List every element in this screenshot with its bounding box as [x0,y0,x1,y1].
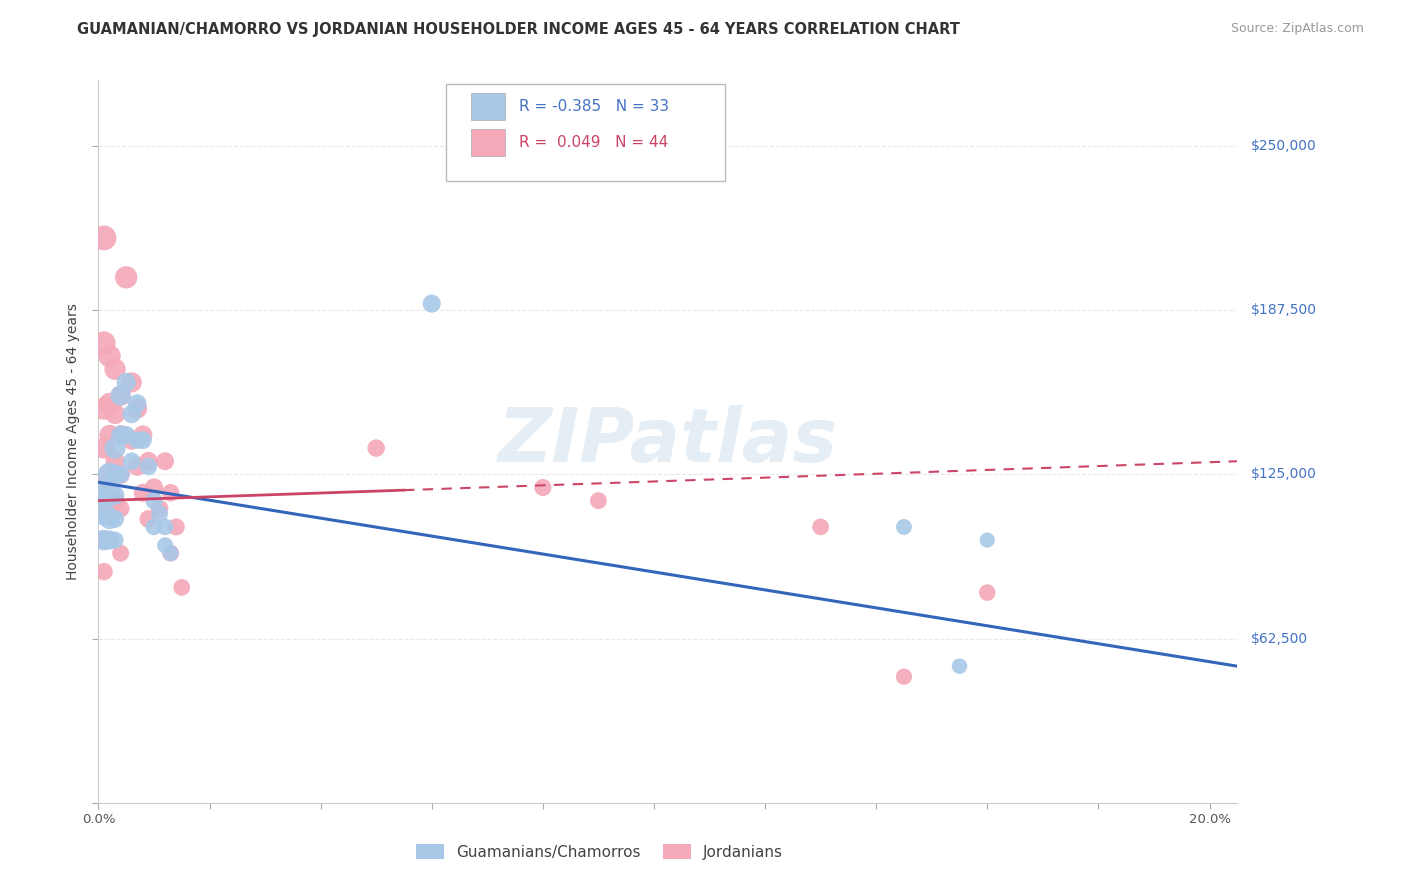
Text: $250,000: $250,000 [1251,139,1317,153]
Text: $62,500: $62,500 [1251,632,1309,646]
Point [138,512,160,526]
Text: $187,500: $187,500 [1251,303,1317,318]
Point [104,407,127,421]
Point [110,428,132,442]
Point [132,428,155,442]
Point [153,520,176,534]
Point [165,520,187,534]
Point [104,467,127,482]
Point [148,507,170,521]
Point [127,401,149,416]
Point [143,520,166,534]
Point [93,441,115,455]
Point [93,401,115,416]
Point [98,488,121,502]
Point [420,296,443,310]
Point [110,467,132,482]
Point [104,441,127,455]
FancyBboxPatch shape [446,84,725,181]
Point [143,481,166,495]
Point [104,454,127,468]
Point [93,533,115,547]
Point [366,441,388,455]
FancyBboxPatch shape [471,93,505,120]
Point [104,362,127,376]
Point [893,670,915,684]
Text: R =  0.049   N = 44: R = 0.049 N = 44 [519,135,668,150]
Text: Source: ZipAtlas.com: Source: ZipAtlas.com [1230,22,1364,36]
Point [159,485,181,500]
Point [170,580,193,594]
Point [976,585,998,599]
Point [893,520,915,534]
Point [948,659,970,673]
Point [115,428,138,442]
Text: ZIPatlas: ZIPatlas [498,405,838,478]
Point [110,467,132,482]
Point [98,467,121,482]
Point [110,388,132,402]
Point [93,485,115,500]
Point [159,546,181,560]
Point [810,520,832,534]
Y-axis label: Householder Income Ages 45 - 64 years: Householder Income Ages 45 - 64 years [66,303,80,580]
Point [588,493,610,508]
Point [104,533,127,547]
Point [93,533,115,547]
Point [98,396,121,410]
Point [127,434,149,448]
Point [115,376,138,390]
Point [138,454,160,468]
Point [148,501,170,516]
Point [98,467,121,482]
Point [121,434,143,448]
Point [110,546,132,560]
FancyBboxPatch shape [471,128,505,156]
Text: $125,000: $125,000 [1251,467,1317,482]
Point [976,533,998,547]
Point [104,488,127,502]
Point [159,546,181,560]
Point [115,270,138,285]
Point [93,501,115,516]
Text: R = -0.385   N = 33: R = -0.385 N = 33 [519,99,669,114]
Point [93,231,115,245]
Point [121,376,143,390]
Point [98,512,121,526]
Point [98,428,121,442]
Point [110,501,132,516]
Point [127,396,149,410]
Point [104,493,127,508]
Point [121,454,143,468]
Point [98,533,121,547]
Point [110,388,132,402]
Point [138,459,160,474]
Point [153,454,176,468]
Point [121,407,143,421]
Point [93,507,115,521]
Point [132,434,155,448]
Point [531,481,554,495]
Point [98,349,121,363]
Text: GUAMANIAN/CHAMORRO VS JORDANIAN HOUSEHOLDER INCOME AGES 45 - 64 YEARS CORRELATIO: GUAMANIAN/CHAMORRO VS JORDANIAN HOUSEHOL… [77,22,960,37]
Point [93,475,115,490]
Legend: Guamanians/Chamorros, Jordanians: Guamanians/Chamorros, Jordanians [409,836,790,867]
Point [104,512,127,526]
Point [93,336,115,351]
Point [143,493,166,508]
Point [93,565,115,579]
Point [153,538,176,552]
Point [98,507,121,521]
Point [110,428,132,442]
Point [132,485,155,500]
Point [127,459,149,474]
